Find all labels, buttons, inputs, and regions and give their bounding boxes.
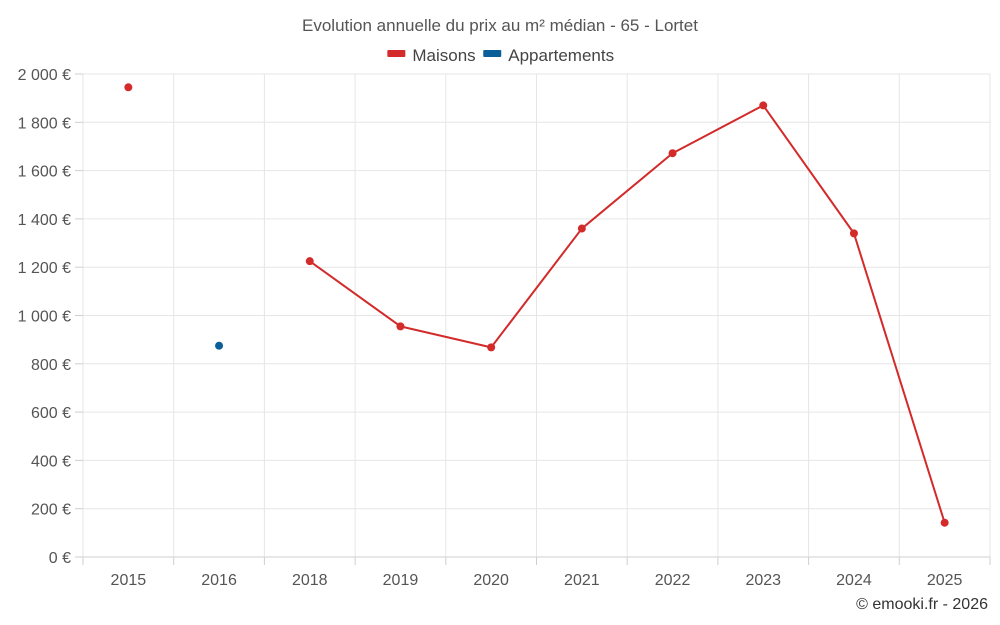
credit-text: © emooki.fr - 2026 bbox=[856, 596, 988, 613]
data-point-maisons[interactable] bbox=[759, 101, 768, 110]
x-axis: 2015 2016 2018 2019 2020 2021 2022 2023 2024 2025 bbox=[82, 557, 991, 589]
data-point-maisons[interactable] bbox=[577, 224, 586, 233]
x-tick-label: 2020 bbox=[473, 572, 509, 589]
x-tick-label: 2021 bbox=[564, 572, 600, 589]
legend-swatch bbox=[387, 50, 406, 57]
x-tick-label: 2018 bbox=[292, 572, 328, 589]
data-point-maisons[interactable] bbox=[487, 343, 496, 352]
y-tick-label: 400 € bbox=[31, 453, 71, 470]
legend-item-appartements[interactable]: Appartements bbox=[483, 46, 614, 65]
y-tick-label: 1 800 € bbox=[18, 115, 71, 132]
x-tick-label: 2016 bbox=[201, 572, 237, 589]
y-tick-label: 0 € bbox=[49, 550, 71, 567]
data-point-maisons[interactable] bbox=[305, 257, 314, 266]
y-tick-label: 200 € bbox=[31, 502, 71, 519]
x-tick-label: 2023 bbox=[745, 572, 781, 589]
y-tick-label: 1 000 € bbox=[18, 309, 71, 326]
data-point-maisons[interactable] bbox=[849, 229, 858, 238]
plot-area bbox=[124, 83, 949, 527]
x-tick-label: 2015 bbox=[111, 572, 147, 589]
x-tick-label: 2019 bbox=[383, 572, 419, 589]
grid-lines bbox=[82, 73, 991, 558]
x-tick-label: 2022 bbox=[655, 572, 691, 589]
y-tick-label: 600 € bbox=[31, 405, 71, 422]
y-tick-label: 800 € bbox=[31, 357, 71, 374]
data-point-maisons[interactable] bbox=[940, 518, 949, 527]
y-tick-label: 1 400 € bbox=[18, 212, 71, 229]
chart-title: Evolution annuelle du prix au m² médian … bbox=[302, 16, 698, 35]
data-point-maisons[interactable] bbox=[124, 83, 133, 92]
y-axis: 0 € 200 € 400 € 600 € 800 € 1 000 € 1 200 € 1 4… bbox=[18, 67, 83, 567]
x-tick-label: 2025 bbox=[927, 572, 963, 589]
legend-label: Maisons bbox=[412, 46, 475, 65]
x-tick-label: 2024 bbox=[836, 572, 872, 589]
y-tick-label: 1 200 € bbox=[18, 260, 71, 277]
legend-label: Appartements bbox=[508, 46, 614, 65]
legend-swatch bbox=[483, 50, 502, 57]
series-line-maisons bbox=[309, 104, 946, 524]
y-tick-label: 1 600 € bbox=[18, 164, 71, 181]
data-point-maisons[interactable] bbox=[396, 322, 405, 331]
y-tick-label: 2 000 € bbox=[18, 67, 71, 84]
legend-item-maisons[interactable]: Maisons bbox=[387, 46, 476, 65]
data-point-maisons[interactable] bbox=[668, 149, 677, 158]
legend: Maisons Appartements bbox=[387, 46, 614, 65]
data-point-appartements[interactable] bbox=[215, 341, 224, 350]
